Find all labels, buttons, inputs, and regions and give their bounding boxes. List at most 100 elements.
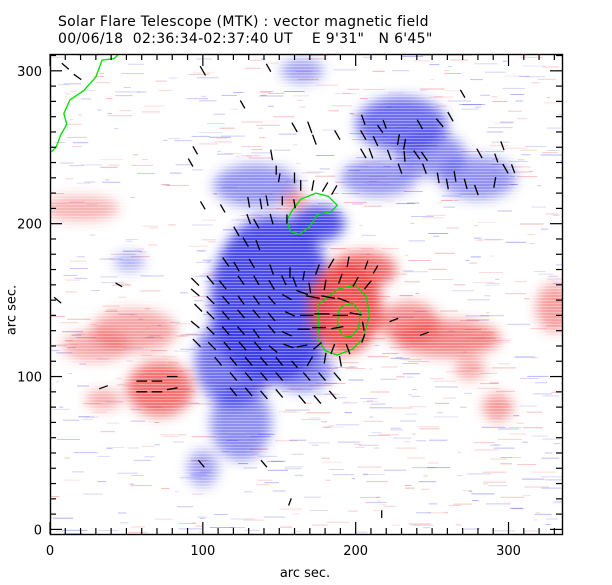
x-tick-label: 0 [46, 544, 54, 559]
field-vector [318, 372, 326, 382]
field-vector [337, 297, 350, 303]
field-vector [206, 311, 215, 320]
field-vector [275, 356, 284, 366]
field-vector [233, 261, 240, 272]
field-vector [214, 356, 223, 366]
field-vector [382, 119, 387, 129]
field-vector [267, 312, 276, 322]
field-vector [307, 121, 313, 134]
field-vector [330, 343, 336, 355]
field-vector [237, 275, 245, 285]
field-vector [260, 459, 268, 468]
field-vector [247, 196, 251, 208]
field-vector [206, 326, 215, 335]
field-vector [267, 295, 276, 305]
field-vector [267, 324, 276, 334]
field-vector [296, 344, 308, 348]
field-vector [253, 275, 260, 286]
field-vector [298, 394, 307, 405]
field-vector [312, 342, 323, 350]
field-vector [420, 151, 429, 162]
field-vector [166, 387, 178, 391]
y-tick-label: 0 [34, 523, 42, 538]
field-vector [360, 130, 367, 141]
x-tick-label: 200 [343, 544, 368, 559]
field-vector [192, 145, 199, 155]
field-vector [363, 280, 372, 290]
field-vector [389, 317, 399, 323]
heliographic-latitude: N 6'45" [378, 31, 433, 47]
field-vector [187, 158, 194, 167]
field-vector [416, 119, 424, 130]
field-vector [269, 213, 274, 225]
field-vector [445, 178, 449, 190]
field-vector [334, 130, 341, 141]
field-vector [190, 320, 200, 329]
field-vector [345, 343, 351, 355]
field-vector [360, 114, 366, 126]
field-vector [73, 73, 82, 81]
field-vector [190, 277, 200, 287]
field-vector [260, 356, 268, 366]
field-vector [323, 279, 327, 291]
noise-streak [561, 307, 562, 309]
field-vector [403, 138, 407, 150]
field-vector [239, 100, 246, 109]
field-vector [386, 149, 392, 161]
field-vector [218, 280, 227, 290]
y-tick-label: 200 [17, 218, 42, 233]
field-vector [281, 275, 287, 286]
field-vector [238, 341, 247, 351]
field-vector [192, 338, 201, 348]
field-vector [229, 356, 238, 366]
field-vector [194, 303, 203, 312]
contour-negative-core [286, 192, 338, 236]
y-axis-label: arc sec. [4, 284, 20, 336]
field-vector [447, 111, 454, 122]
field-vector [253, 341, 262, 351]
field-vector [321, 182, 329, 192]
field-vector [500, 141, 505, 151]
field-vector [349, 312, 362, 316]
field-vector [275, 372, 284, 382]
field-vector [237, 309, 245, 319]
field-vector [293, 199, 296, 209]
plot-frame [49, 53, 564, 536]
field-vector [333, 372, 342, 382]
field-vector [287, 498, 292, 506]
field-vector [244, 356, 253, 366]
field-vector [207, 341, 217, 351]
field-vector [199, 65, 207, 76]
field-vector [281, 293, 292, 301]
field-vector [376, 124, 384, 134]
field-vector [255, 239, 261, 251]
field-vector [260, 390, 268, 400]
field-vector [259, 198, 263, 210]
field-vector [368, 148, 374, 159]
field-vector [306, 356, 314, 367]
field-vector [221, 295, 230, 305]
field-vector [253, 218, 260, 229]
field-vector [291, 122, 298, 133]
y-tick-labels: 0 100 200 300 [17, 65, 42, 539]
x-tick-labels: 0 100 200 300 [46, 544, 521, 559]
field-vector [397, 163, 403, 174]
field-vector [453, 170, 457, 182]
field-vector [305, 295, 320, 299]
field-vector [98, 385, 109, 390]
field-vector [221, 326, 230, 336]
field-vector [283, 343, 294, 349]
field-vector [268, 279, 275, 290]
contour-limb [51, 55, 119, 153]
observation-date: 00/06/18 [58, 31, 124, 47]
field-vector [190, 288, 200, 297]
field-vector [396, 134, 401, 146]
field-vector [206, 295, 215, 305]
x-tick-label: 300 [496, 544, 521, 559]
field-vector [53, 296, 62, 304]
field-vector [199, 201, 206, 210]
vector-layer [53, 62, 516, 518]
field-vector [229, 387, 238, 397]
field-vector [419, 331, 430, 336]
field-vector [252, 329, 260, 339]
